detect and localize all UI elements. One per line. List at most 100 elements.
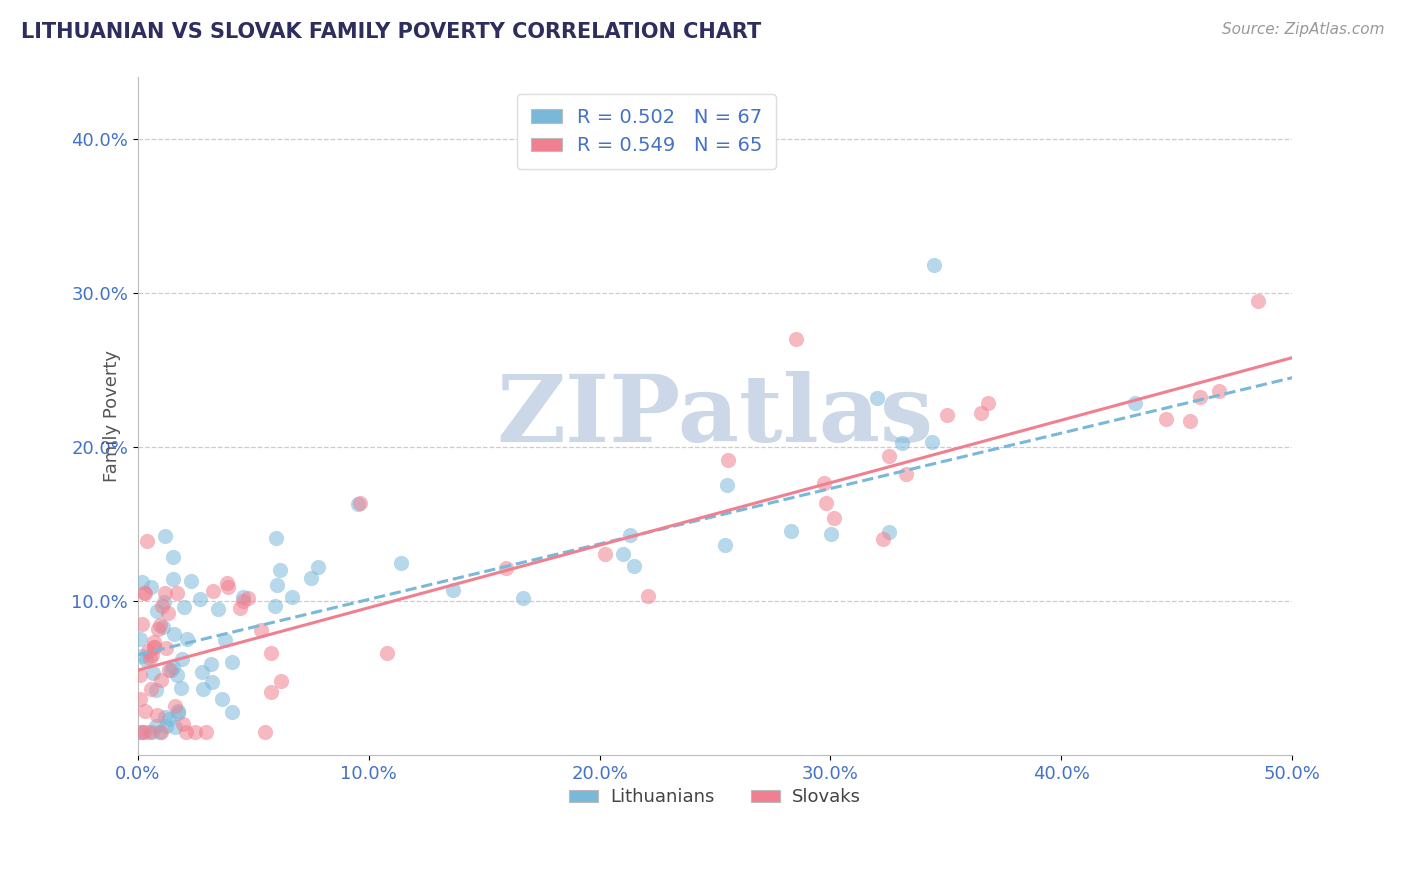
Point [823,511,845,525]
Point [231,594,253,608]
Point [149,724,172,739]
Point [637,589,659,603]
Point [143,640,166,655]
Point [217,580,239,594]
Point [139,580,162,594]
Point [1180,414,1202,428]
Point [169,681,191,695]
Point [162,549,184,564]
Point [180,574,202,589]
Point [785,332,807,346]
Point [183,724,205,739]
Point [153,595,176,609]
Point [270,674,292,689]
Point [1123,395,1146,409]
Point [165,720,187,734]
Point [201,674,224,689]
Point [145,682,167,697]
Point [259,685,281,699]
Point [890,436,912,450]
Point [714,538,737,552]
Point [134,586,156,600]
Text: LITHUANIAN VS SLOVAK FAMILY POVERTY CORRELATION CHART: LITHUANIAN VS SLOVAK FAMILY POVERTY CORR… [21,22,761,42]
Point [190,665,212,679]
Point [820,527,842,541]
Point [132,724,155,739]
Point [593,548,616,562]
Point [389,557,412,571]
Point [131,649,153,664]
Point [266,578,288,592]
Point [131,617,153,632]
Point [716,478,738,492]
Point [813,476,835,491]
Point [780,524,803,538]
Point [149,673,172,687]
Point [166,586,188,600]
Point [1246,293,1268,308]
Point [1208,384,1230,399]
Point [129,632,152,647]
Point [149,618,172,632]
Point [619,527,641,541]
Point [263,599,285,613]
Point [155,718,177,732]
Point [814,496,837,510]
Point [141,724,163,739]
Point [877,524,900,539]
Point [162,572,184,586]
Point [264,531,287,545]
Point [347,497,370,511]
Point [238,591,260,606]
Point [141,681,163,696]
Point [134,586,156,600]
Point [138,651,160,665]
Point [165,699,187,714]
Point [129,668,152,682]
Point [172,717,194,731]
Point [217,576,239,591]
Point [166,706,188,720]
Point [157,607,180,621]
Text: ZIPatlas: ZIPatlas [496,371,934,461]
Point [135,653,157,667]
Point [970,406,993,420]
Point [307,560,329,574]
Point [221,706,243,720]
Point [717,453,740,467]
Point [211,692,233,706]
Point [129,724,152,739]
Point [1188,390,1211,404]
Point [188,592,211,607]
Point [167,704,190,718]
Point [150,599,173,613]
Point [269,563,291,577]
Point [299,571,322,585]
Point [281,590,304,604]
Point [152,619,174,633]
Point [921,434,943,449]
Point [172,652,194,666]
Point [612,547,634,561]
Point [163,627,186,641]
Point [135,533,157,548]
Point [134,704,156,718]
Point [153,529,176,543]
Legend: Lithuanians, Slovaks: Lithuanians, Slovaks [561,781,869,814]
Point [146,603,169,617]
Point [142,635,165,649]
Point [193,682,215,697]
Point [894,467,917,482]
Point [150,724,173,739]
Point [155,585,177,599]
Point [166,668,188,682]
Point [153,710,176,724]
Point [145,719,167,733]
Point [162,659,184,673]
Point [148,622,170,636]
Point [877,449,900,463]
Point [512,591,534,606]
Point [441,582,464,597]
Point [194,724,217,739]
Point [146,707,169,722]
